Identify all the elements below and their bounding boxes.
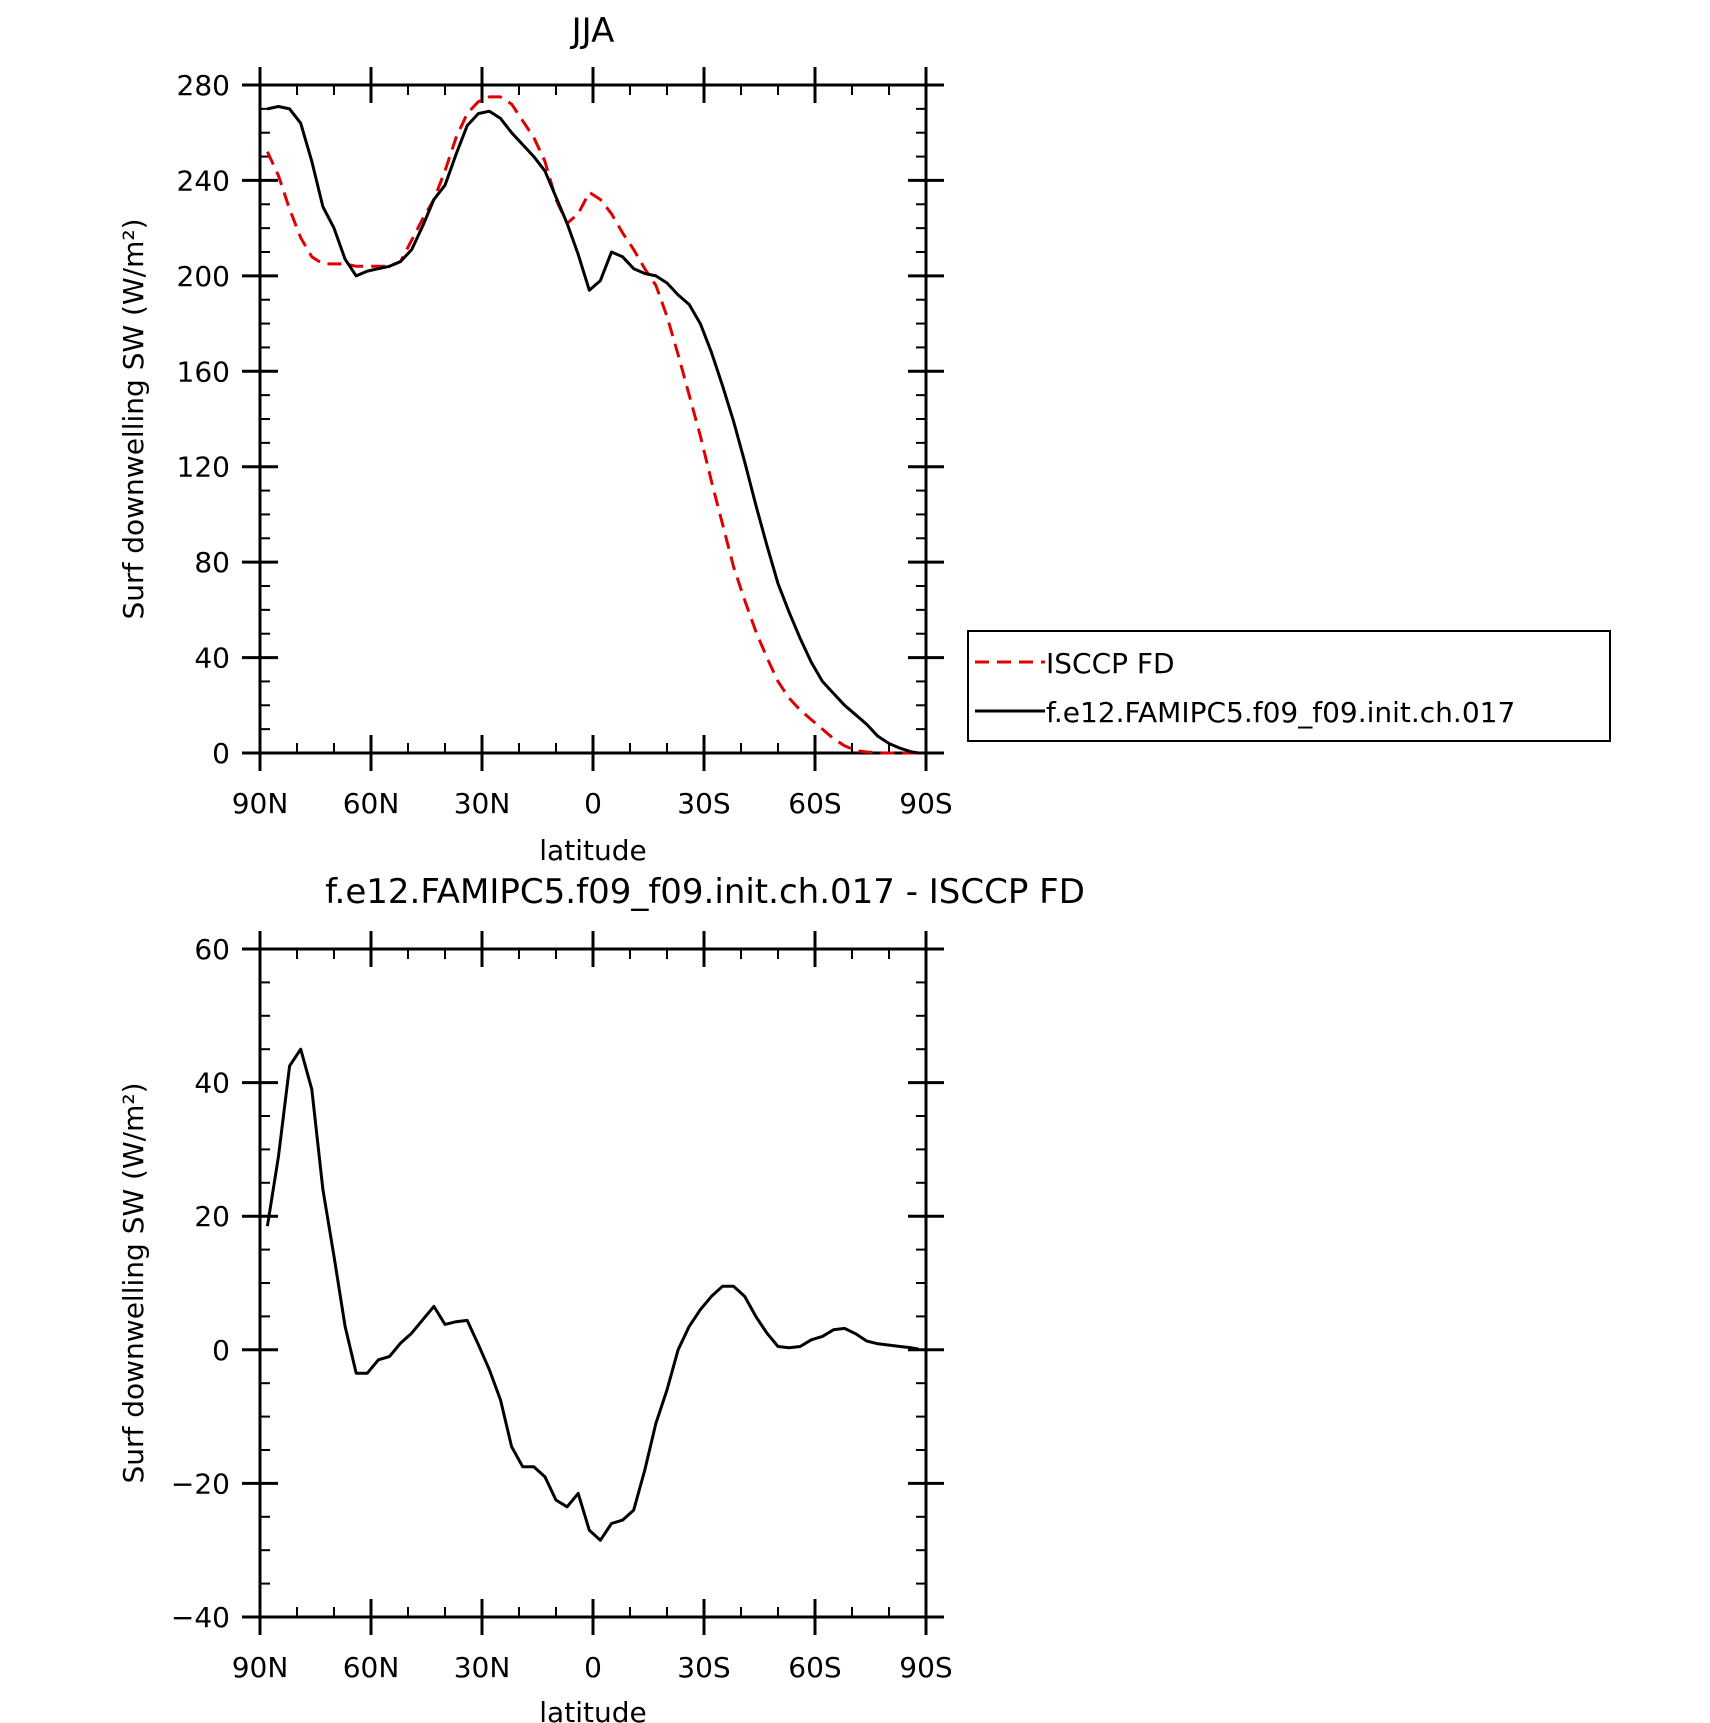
top-x-tick-label: 60N xyxy=(343,787,400,820)
bottom-y-tick-label: 20 xyxy=(194,1200,230,1233)
top-y-tick-label: 0 xyxy=(212,737,230,770)
bottom-x-tick-label: 90N xyxy=(232,1651,289,1684)
top-x-tick-label: 90N xyxy=(232,787,289,820)
bottom-y-tick-label: 40 xyxy=(194,1067,230,1100)
bottom-x-tick-label: 0 xyxy=(584,1651,602,1684)
legend-box xyxy=(967,630,1611,742)
bottom-x-ticks: 90N 60N 30N 0 30S 60S 90S xyxy=(232,931,953,1684)
top-x-tick-label: 90S xyxy=(899,787,952,820)
bottom-y-ticks: −40 −20 0 20 40 60 xyxy=(171,933,944,1634)
top-x-tick-label: 60S xyxy=(788,787,841,820)
bottom-x-tick-label: 60S xyxy=(788,1651,841,1684)
top-y-tick-label: 280 xyxy=(177,69,230,102)
top-series-line-0 xyxy=(266,95,919,755)
top-x-tick-label: 30N xyxy=(454,787,511,820)
bottom-y-axis-title: Surf downwelling SW (W/m²) xyxy=(117,1082,150,1483)
top-panel-title: JJA xyxy=(570,11,615,51)
bottom-x-tick-label: 30S xyxy=(677,1651,730,1684)
bottom-x-axis-title: latitude xyxy=(539,1696,646,1723)
bottom-x-tick-label: 60N xyxy=(343,1651,400,1684)
top-y-tick-label: 200 xyxy=(177,260,230,293)
bottom-x-tick-label: 90S xyxy=(899,1651,952,1684)
top-series-group xyxy=(266,95,919,755)
bottom-panel: f.e12.FAMIPC5.f09_f09.init.ch.017 - ISCC… xyxy=(117,872,1085,1723)
bottom-x-tick-label: 30N xyxy=(454,1651,511,1684)
top-y-tick-label: 80 xyxy=(194,546,230,579)
top-y-tick-label: 120 xyxy=(177,451,230,484)
top-plot-frame xyxy=(258,83,928,755)
bottom-series-line-0 xyxy=(265,1047,919,1542)
top-y-axis-title: Surf downwelling SW (W/m²) xyxy=(117,218,150,619)
bottom-y-tick-label: 60 xyxy=(194,933,230,966)
bottom-panel-title: f.e12.FAMIPC5.f09_f09.init.ch.017 - ISCC… xyxy=(325,872,1085,912)
top-y-tick-label: 160 xyxy=(177,355,230,388)
top-series-line-1 xyxy=(267,105,919,755)
top-panel: JJA 0 40 80 120 160 200 240 280 90N 60N 30N 0 30S 60… xyxy=(117,11,1611,867)
bottom-y-tick-label: −20 xyxy=(171,1467,230,1500)
top-x-axis-title: latitude xyxy=(539,834,646,867)
bottom-plot-frame xyxy=(258,947,928,1619)
bottom-y-tick-label: −40 xyxy=(171,1601,230,1634)
bottom-series-group xyxy=(265,1047,919,1542)
legend-label-model: f.e12.FAMIPC5.f09_f09.init.ch.017 xyxy=(1046,696,1515,729)
legend-label-isccp: ISCCP FD xyxy=(1046,647,1175,680)
top-y-tick-label: 240 xyxy=(177,164,230,197)
top-x-tick-label: 30S xyxy=(677,787,730,820)
top-y-tick-label: 40 xyxy=(194,642,230,675)
top-y-ticks: 0 40 80 120 160 200 240 280 xyxy=(177,69,944,770)
bottom-y-tick-label: 0 xyxy=(212,1334,230,1367)
legend: ISCCP FD f.e12.FAMIPC5.f09_f09.init.ch.0… xyxy=(967,630,1611,742)
top-x-tick-label: 0 xyxy=(584,787,602,820)
